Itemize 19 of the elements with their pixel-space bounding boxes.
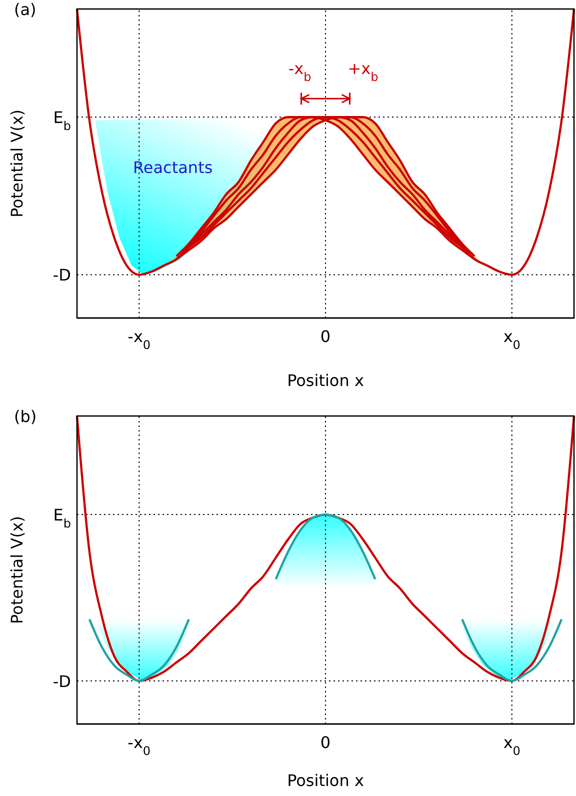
x-axis-title: Position x	[287, 371, 364, 390]
x-tick-label: 0	[320, 327, 331, 346]
x-tick-label: x$_{0}$	[503, 733, 520, 758]
x-tick-label: -x$_{0}$	[128, 327, 151, 352]
x-tick-label: x$_{0}$	[503, 327, 520, 352]
ref-line-label: -D	[52, 266, 71, 285]
ref-line-label: E$_{b}$	[53, 108, 71, 134]
annotation: +x$_{b}$	[348, 58, 378, 84]
annotation: Reactants	[133, 158, 213, 177]
x-tick-label: -x$_{0}$	[128, 733, 151, 758]
x-tick-label: 0	[320, 733, 331, 752]
x-axis-title: Position x	[287, 771, 364, 790]
chart-title: (b)	[14, 407, 37, 426]
chart-title: (a)	[14, 0, 36, 19]
ref-line-label: -D	[52, 672, 71, 691]
y-axis-title: Potential V(x)	[7, 109, 26, 218]
y-axis-title: Potential V(x)	[7, 516, 26, 624]
ref-line-label: E$_{b}$	[53, 506, 71, 531]
annotation: -x$_{b}$	[288, 58, 312, 84]
